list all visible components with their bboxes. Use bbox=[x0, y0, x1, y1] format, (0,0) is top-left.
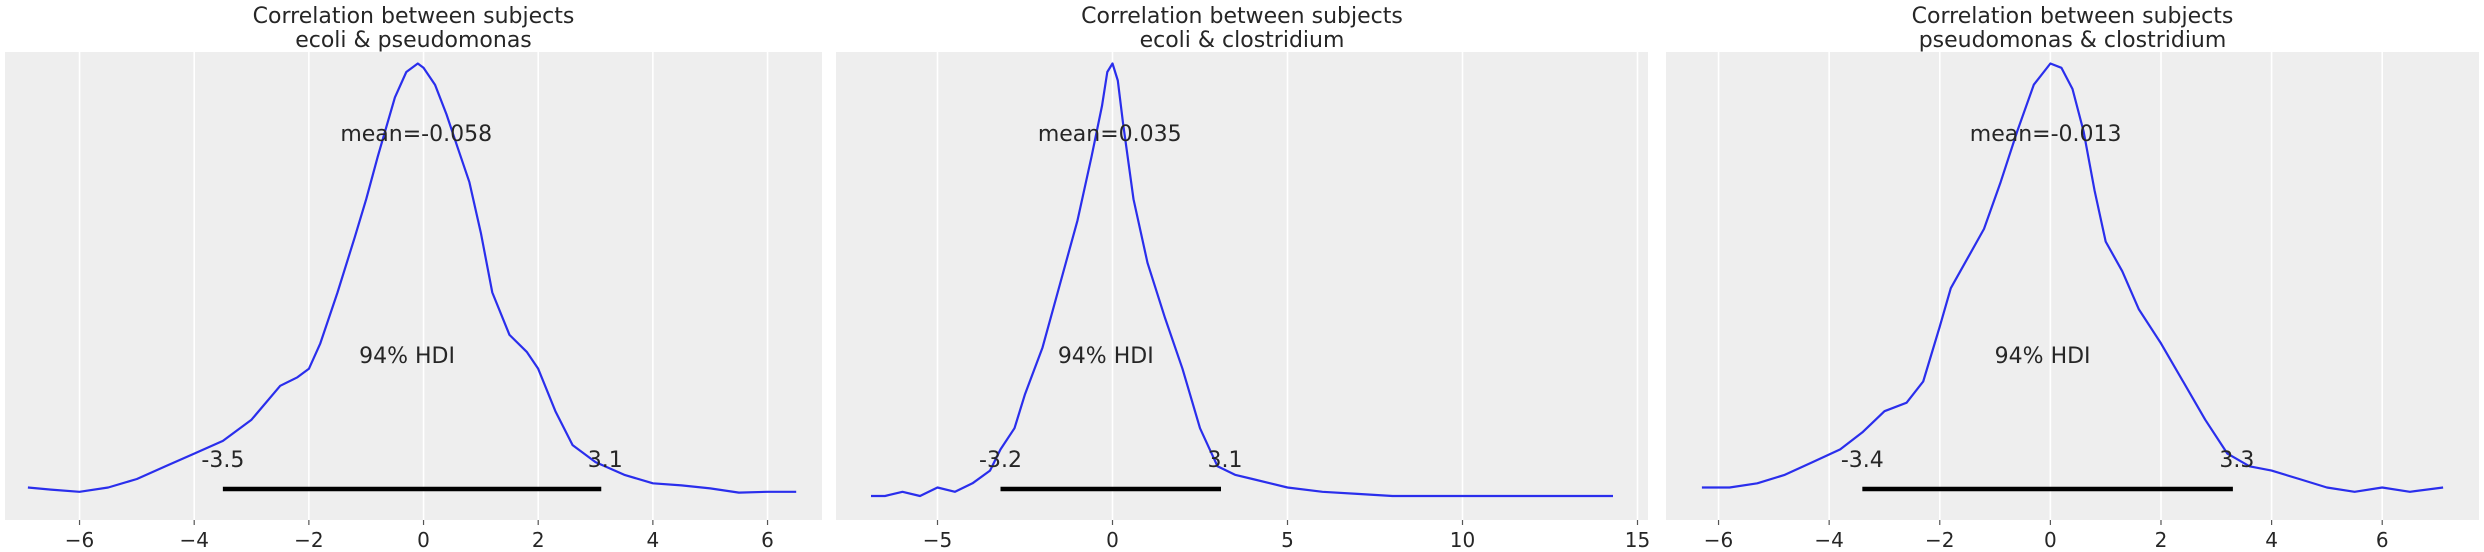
hdi-high-label: 3.3 bbox=[2219, 448, 2254, 473]
x-tick-label: 0 bbox=[1106, 528, 1119, 552]
x-tick-label: 4 bbox=[2265, 528, 2278, 552]
hdi-label: 94% HDI bbox=[1058, 344, 1154, 369]
hdi-low-label: -3.4 bbox=[1841, 448, 1884, 473]
x-tick-label: 6 bbox=[761, 528, 774, 552]
chart-title: Correlation between subjects bbox=[1081, 4, 1403, 29]
x-tick-label: −2 bbox=[294, 528, 323, 552]
density-line bbox=[27, 62, 797, 494]
chart-title: Correlation between subjects bbox=[253, 4, 575, 29]
x-tick-label: −6 bbox=[1704, 528, 1733, 552]
chart-panel-2: −5 0 5 10 15 Correlation between subjectsecol… bbox=[836, 4, 1650, 552]
chart-subtitle: ecoli & clostridium bbox=[1140, 28, 1345, 53]
chart-subtitle: ecoli & pseudomonas bbox=[295, 28, 532, 53]
chart-panel-1: −6 −4 −2 0 2 4 6 Correlation between subjectsec… bbox=[5, 4, 822, 552]
hdi-high-label: 3.1 bbox=[588, 448, 623, 473]
hdi-label: 94% HDI bbox=[359, 344, 455, 369]
chart-panel-3: −6 −4 −2 0 2 4 6 Correlation between subjectsps… bbox=[1666, 4, 2479, 552]
chart-subtitle: pseudomonas & clostridium bbox=[1919, 28, 2227, 53]
x-tick-label: −4 bbox=[1814, 528, 1843, 552]
x-tick-label: −5 bbox=[923, 528, 952, 552]
x-tick-label: −4 bbox=[179, 528, 208, 552]
x-tick-label: 10 bbox=[1450, 528, 1475, 552]
mean-label: mean=0.035 bbox=[1038, 122, 1182, 147]
x-tick-label: 5 bbox=[1281, 528, 1294, 552]
x-tick-label: 0 bbox=[417, 528, 430, 552]
chart-title: Correlation between subjects bbox=[1912, 4, 2234, 29]
mean-label: mean=-0.058 bbox=[340, 122, 492, 147]
density-line bbox=[1701, 62, 2444, 493]
plot-area bbox=[836, 52, 1648, 520]
x-tick-label: 6 bbox=[2376, 528, 2389, 552]
x-tick-label: 2 bbox=[532, 528, 545, 552]
hdi-label: 94% HDI bbox=[1995, 344, 2091, 369]
hdi-low-label: -3.5 bbox=[201, 448, 244, 473]
plot-area bbox=[5, 52, 822, 520]
mean-label: mean=-0.013 bbox=[1970, 122, 2122, 147]
x-tick-label: −2 bbox=[1925, 528, 1954, 552]
x-tick-label: 2 bbox=[2155, 528, 2168, 552]
x-tick-label: 15 bbox=[1625, 528, 1650, 552]
x-tick-label: 0 bbox=[2044, 528, 2057, 552]
hdi-high-label: 3.1 bbox=[1208, 448, 1243, 473]
plot-area bbox=[1666, 52, 2479, 520]
density-line bbox=[871, 62, 1613, 498]
x-tick-label: 4 bbox=[646, 528, 659, 552]
x-tick-label: −6 bbox=[65, 528, 94, 552]
hdi-low-label: -3.2 bbox=[979, 448, 1022, 473]
